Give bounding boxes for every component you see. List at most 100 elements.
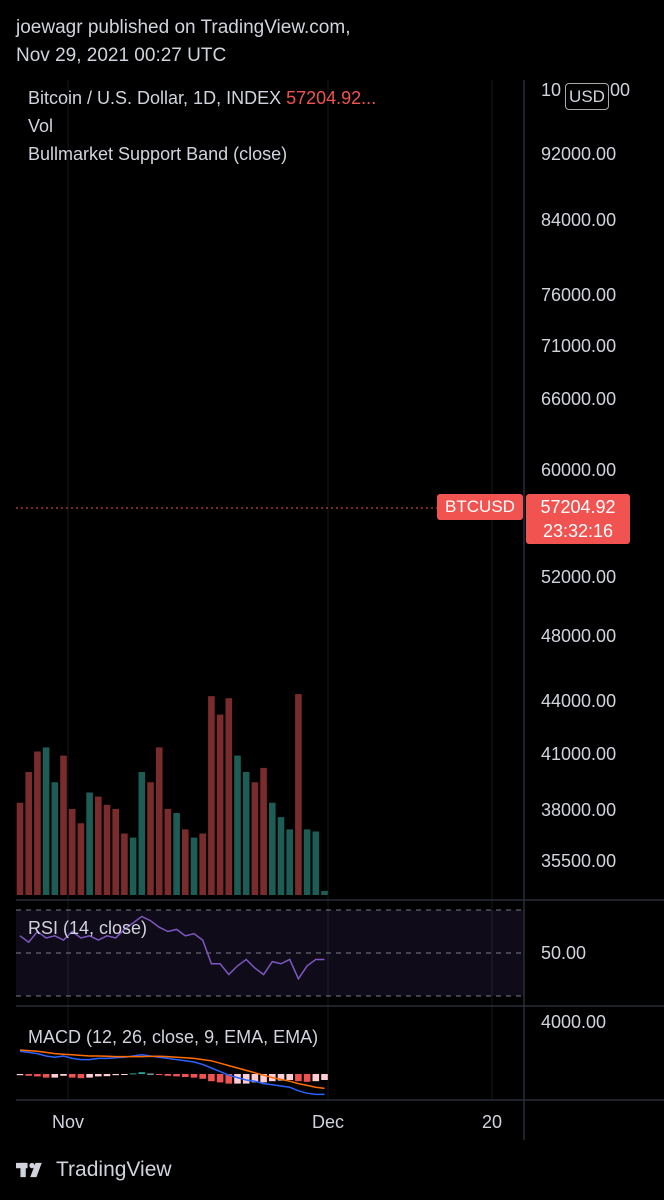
macd-legend[interactable]: MACD (12, 26, close, 9, EMA, EMA) — [28, 1027, 319, 1047]
macd-histogram-bar — [303, 1074, 311, 1082]
tradingview-logo-icon — [16, 1162, 42, 1178]
volume-legend[interactable]: Vol — [28, 116, 54, 136]
time-tick-nov: Nov — [52, 1112, 85, 1132]
volume-bar — [68, 808, 76, 895]
volume-bar — [138, 772, 146, 895]
band-legend[interactable]: Bullmarket Support Band (close) — [28, 144, 288, 164]
last-price-badge: 57204.92 — [526, 494, 630, 520]
macd-histogram-bar — [321, 1074, 328, 1080]
candle-countdown: 23:32:16 — [526, 520, 630, 544]
macd-histogram-bar — [182, 1074, 189, 1077]
volume-bar — [269, 802, 276, 895]
macd-histogram-bar — [34, 1074, 41, 1077]
signal-line — [19, 1049, 325, 1090]
currency-badge[interactable]: USD — [565, 83, 609, 110]
volume-bar — [286, 829, 293, 895]
volume-bar — [77, 823, 85, 895]
volume-bar — [60, 755, 67, 895]
rsi-line — [19, 915, 325, 981]
macd-line — [19, 1050, 325, 1096]
price-tick: 66000.00 — [541, 389, 617, 409]
tradingview-footer[interactable]: TradingView — [16, 1158, 172, 1182]
macd-histogram-bar — [312, 1074, 320, 1082]
volume-bar — [155, 747, 163, 895]
volume-bar — [303, 829, 311, 895]
macd-histogram-bar — [295, 1074, 302, 1082]
volume-bar — [129, 837, 137, 895]
volume-bar — [86, 792, 93, 895]
volume-bars — [16, 694, 328, 895]
price-tick-top-left: 10 — [541, 80, 562, 100]
volume-bar — [251, 782, 259, 895]
price-tick: 60000.00 — [541, 460, 617, 480]
volume-bar — [216, 714, 224, 895]
publisher-line: joewagr published on TradingView.com, — [16, 17, 351, 38]
brand-name: TradingView — [56, 1158, 172, 1181]
volume-bar — [242, 772, 250, 895]
macd-histogram-bar — [225, 1074, 233, 1084]
macd-histogram-bar — [121, 1074, 128, 1075]
volume-bar — [147, 782, 154, 895]
volume-bar — [112, 808, 119, 895]
macd-histogram-bar — [199, 1074, 206, 1079]
price-tick: 48000.00 — [541, 626, 617, 646]
macd-histogram-bar — [234, 1074, 241, 1084]
volume-bar — [199, 833, 206, 895]
price-tick: 44000.00 — [541, 691, 617, 711]
macd-histogram-bar — [60, 1074, 67, 1076]
macd-histogram-bar — [129, 1073, 137, 1075]
symbol-price-badge: BTCUSD — [437, 494, 523, 520]
volume-bar — [34, 751, 41, 895]
price-tick: 84000.00 — [541, 210, 617, 230]
macd-histogram-bar — [77, 1074, 85, 1079]
volume-bar — [225, 698, 233, 895]
volume-bar — [182, 829, 189, 895]
macd-histogram-bar — [260, 1074, 267, 1083]
macd-histogram-bar — [242, 1074, 250, 1084]
volume-bar — [16, 802, 24, 895]
volume-bar — [25, 772, 32, 895]
macd-histogram-bar — [155, 1074, 163, 1075]
macd-histogram-bar — [286, 1074, 293, 1080]
price-tick: 76000.00 — [541, 285, 617, 305]
macd-axis-tick: 4000.00 — [541, 1012, 607, 1032]
volume-bar — [260, 767, 267, 895]
legend-price: 57204.92... — [286, 88, 377, 108]
price-tick: 35500.00 — [541, 851, 617, 871]
price-tick: 52000.00 — [541, 567, 617, 587]
volume-bar — [208, 696, 215, 895]
macd-histogram-bar — [173, 1074, 180, 1077]
price-tick: 38000.00 — [541, 800, 617, 820]
volume-bar — [234, 755, 241, 895]
volume-bar — [190, 837, 198, 895]
macd-histogram-bar — [147, 1073, 154, 1075]
macd-histogram-bar — [208, 1074, 215, 1082]
symbol-title: Bitcoin / U.S. Dollar, 1D, INDEX — [28, 88, 282, 108]
macd-histogram-bar — [16, 1074, 24, 1076]
macd-histogram-bar — [95, 1074, 102, 1077]
symbol-legend[interactable]: Bitcoin / U.S. Dollar, 1D, INDEX 57204.9… — [28, 88, 376, 109]
volume-bar — [121, 833, 128, 895]
macd-histogram-bar — [190, 1074, 198, 1078]
macd-histogram-bar — [277, 1074, 285, 1081]
time-tick-20: 20 — [482, 1112, 503, 1132]
macd-histogram-bar — [68, 1074, 76, 1078]
volume-bar — [321, 890, 328, 895]
price-grid — [67, 80, 493, 1100]
macd-histogram-bar — [25, 1074, 32, 1076]
macd-histogram-bar — [251, 1074, 259, 1083]
price-tick: 71000.00 — [541, 336, 617, 356]
price-tick: 41000.00 — [541, 744, 617, 764]
macd-histogram-bar — [42, 1074, 50, 1078]
macd-histogram-bar — [216, 1074, 224, 1083]
volume-bar — [51, 782, 59, 895]
price-tick-top-right: 00 — [610, 80, 631, 100]
publish-info: joewagr published on TradingView.com, No… — [16, 14, 350, 70]
volume-bar — [103, 804, 111, 895]
macd-histogram-bar — [51, 1074, 59, 1078]
rsi-legend[interactable]: RSI (14, close) — [28, 918, 148, 938]
volume-bar — [295, 694, 302, 895]
macd-histogram-bar — [112, 1074, 119, 1076]
rsi-pane — [16, 909, 524, 997]
